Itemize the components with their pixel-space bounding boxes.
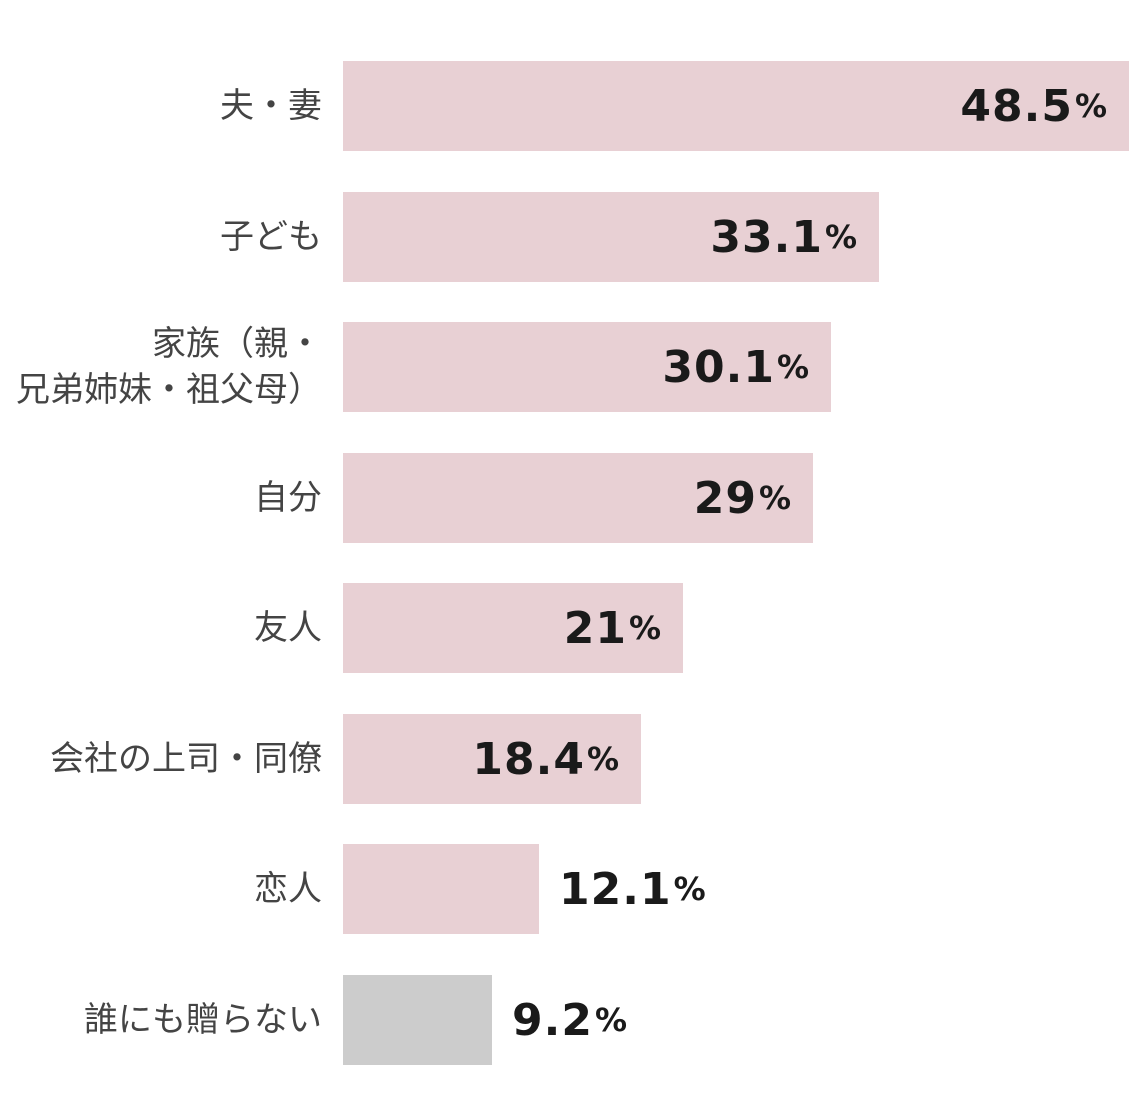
value-label: 48.5% — [960, 61, 1107, 151]
value-unit: % — [586, 740, 619, 778]
value-unit: % — [776, 348, 809, 386]
category-label: 自分 — [254, 478, 322, 518]
value-number: 30.1 — [662, 341, 775, 393]
value-number: 18.4 — [472, 733, 585, 785]
bar — [343, 975, 492, 1065]
category-label: 子ども — [220, 217, 322, 257]
bar — [343, 714, 641, 804]
category-label: 誰にも贈らない — [84, 1000, 322, 1040]
value-unit: % — [594, 1001, 628, 1039]
value-number: 21 — [563, 602, 627, 654]
value-number: 48.5 — [960, 80, 1073, 132]
bar — [343, 192, 879, 282]
category-label: 夫・妻 — [220, 86, 322, 126]
category-label: 家族（親・ 兄弟姉妹・祖父母） — [16, 324, 322, 410]
value-unit: % — [628, 609, 661, 647]
category-label: 友人 — [254, 608, 322, 648]
value-number: 12.1 — [559, 863, 672, 915]
value-number: 9.2 — [512, 994, 593, 1046]
value-label: 29% — [694, 453, 791, 543]
value-number: 33.1 — [710, 211, 823, 263]
bar — [343, 61, 1129, 151]
category-label: 恋人 — [254, 869, 322, 909]
value-label: 30.1% — [662, 322, 809, 412]
value-unit: % — [824, 218, 857, 256]
bar — [343, 453, 813, 543]
value-number: 29 — [693, 472, 757, 524]
bar — [343, 583, 683, 673]
value-label: 21% — [564, 583, 661, 673]
bar — [343, 844, 539, 934]
value-label: 18.4% — [472, 714, 619, 804]
value-unit: % — [758, 479, 791, 517]
value-unit: % — [1074, 87, 1107, 125]
value-label: 33.1% — [710, 192, 857, 282]
category-label: 会社の上司・同僚 — [50, 739, 322, 779]
value-label: 9.2% — [512, 975, 627, 1065]
value-label: 12.1% — [559, 844, 706, 934]
bar — [343, 322, 831, 412]
value-unit: % — [673, 870, 706, 908]
